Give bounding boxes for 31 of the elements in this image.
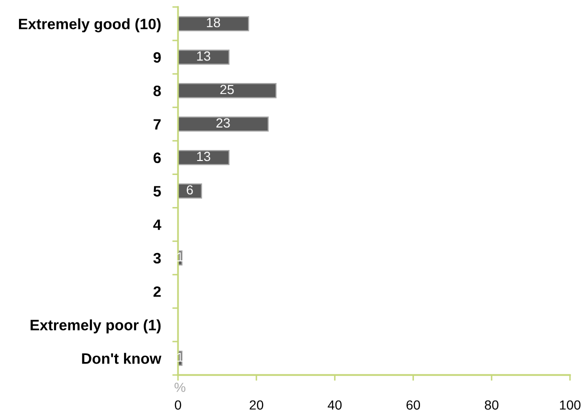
data-label: 1 — [177, 252, 183, 262]
bar — [178, 50, 230, 65]
data-label: 23 — [216, 118, 230, 128]
x-tick-label: 20 — [250, 400, 264, 410]
y-tick-label: Extremely good (10) — [18, 18, 161, 32]
y-tick-label: 6 — [154, 152, 161, 164]
data-label: 18 — [206, 18, 220, 28]
y-tick-label: 7 — [154, 119, 161, 130]
data-label: 25 — [220, 84, 234, 94]
bar — [178, 83, 277, 98]
x-tick-label: 80 — [484, 400, 498, 410]
x-tick-label: 40 — [328, 400, 342, 410]
y-tick-label: 8 — [153, 86, 161, 96]
data-label: 13 — [197, 51, 210, 61]
y-tick-label: Don't know — [82, 352, 162, 364]
y-tick-label: Extremely poor (1) — [30, 319, 161, 334]
bar — [178, 16, 250, 32]
bar — [178, 116, 269, 132]
y-tick-label: 3 — [153, 252, 161, 264]
x-tick-label: 60 — [406, 400, 420, 410]
y-tick-label: 9 — [154, 52, 161, 63]
data-label: 6 — [186, 185, 193, 195]
data-label: 13 — [197, 152, 210, 162]
y-tick-label: 2 — [154, 286, 161, 297]
y-tick-label: 4 — [153, 220, 162, 230]
data-label: 1 — [177, 352, 183, 362]
x-tick-label: 0 — [174, 400, 182, 410]
x-tick-label: 100 — [560, 400, 580, 410]
x-axis-title: % — [174, 382, 186, 392]
y-tick-label: 5 — [153, 186, 161, 197]
bar — [178, 150, 230, 166]
